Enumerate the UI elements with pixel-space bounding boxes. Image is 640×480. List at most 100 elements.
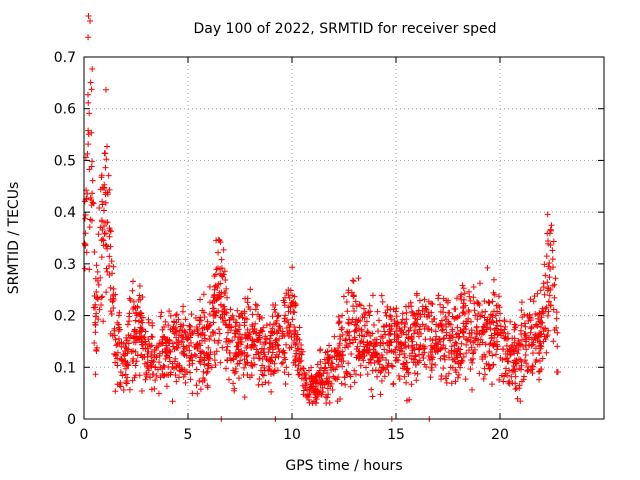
data-point [205,354,212,361]
data-point [249,325,256,332]
data-point [237,341,244,348]
data-point [437,355,444,362]
data-point [391,318,398,325]
data-point [465,315,472,322]
data-point [126,386,133,393]
data-point [349,277,356,284]
data-point [259,345,266,352]
data-point [396,325,403,332]
data-point [490,361,497,368]
data-point [143,373,150,380]
data-point [99,293,106,300]
data-point [269,313,276,320]
data-point [481,365,488,372]
data-point [227,306,234,313]
data-point [449,334,456,341]
data-point [549,256,556,263]
data-point [453,315,460,322]
data-point [205,344,212,351]
data-point [103,143,110,150]
data-point [474,300,481,307]
data-point [255,336,262,343]
data-point [155,390,162,397]
data-point [118,339,125,346]
data-point [366,312,373,319]
data-point [482,308,489,315]
data-point [196,321,203,328]
data-point [438,376,445,383]
data-point [238,348,245,355]
data-point [150,358,157,365]
data-point [268,354,275,361]
data-point [443,323,450,330]
data-point [460,353,467,360]
data-point [136,283,143,290]
data-point [211,272,218,279]
data-point [222,365,229,372]
data-point [102,189,109,196]
data-point [518,307,525,314]
data-point [326,374,333,381]
data-point [361,352,368,359]
data-point [419,351,426,358]
data-point [289,264,296,271]
data-point [469,350,476,357]
data-point [552,275,559,282]
data-point [408,381,415,388]
data-point [274,342,281,349]
data-point [126,310,133,317]
data-point [413,290,420,297]
data-point [197,296,204,303]
data-point [282,380,289,387]
data-point [553,309,560,316]
data-point [413,320,420,327]
data-point [373,350,380,357]
data-point [182,371,189,378]
data-point [217,293,224,300]
data-point [281,299,288,306]
data-point [554,343,561,350]
data-point [178,332,185,339]
data-point [481,298,488,305]
data-point [348,289,355,296]
data-point [103,156,110,163]
data-point [200,349,207,356]
data-point [141,360,148,367]
data-point [107,330,114,337]
data-point [206,311,213,318]
data-point [102,86,109,93]
data-point [357,362,364,369]
data-point [237,357,244,364]
data-point [145,365,152,372]
x-tick-label: 0 [80,427,89,443]
data-point [216,237,223,244]
data-point [122,365,129,372]
data-point [105,172,112,179]
data-point [112,352,119,359]
data-point [313,400,320,407]
data-point [516,382,523,389]
data-point [375,317,382,324]
data-point [167,371,174,378]
data-point [89,158,96,165]
data-point [439,326,446,333]
data-point [298,351,305,358]
data-point [547,242,554,249]
data-point [338,380,345,387]
data-point [222,277,229,284]
data-point [281,315,288,322]
data-point [494,343,501,350]
data-point [553,324,560,331]
data-point [544,312,551,319]
data-point [188,332,195,339]
data-point [284,316,291,323]
data-point [85,127,92,134]
data-point [87,17,94,24]
data-point [437,301,444,308]
data-point [100,318,107,325]
data-point [346,336,353,343]
data-point [463,341,470,348]
data-point [432,361,439,368]
data-point [408,308,415,315]
data-point [142,328,149,335]
